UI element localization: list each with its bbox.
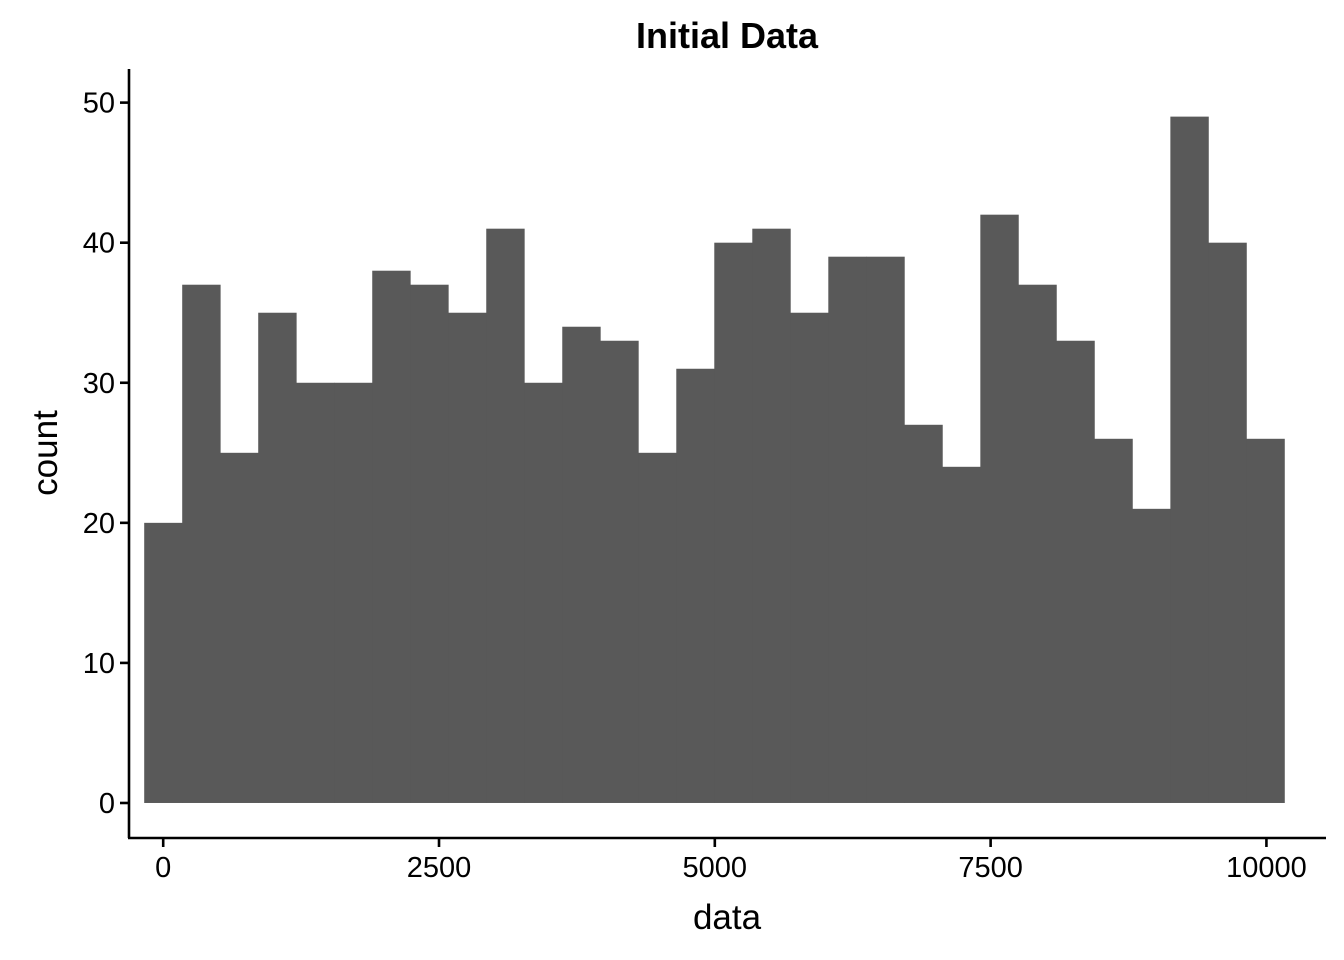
y-tick-label: 50 bbox=[83, 88, 115, 120]
bars-group bbox=[144, 116, 1285, 803]
histogram-bar-15 bbox=[676, 368, 715, 803]
chart-title: Initial Data bbox=[636, 15, 819, 56]
x-tick-label: 5000 bbox=[683, 852, 748, 884]
histogram-bar-11 bbox=[524, 382, 563, 803]
histogram-bar-23 bbox=[980, 214, 1019, 803]
y-tick-label: 20 bbox=[83, 508, 115, 540]
histogram-bar-28 bbox=[1170, 116, 1209, 803]
x-axis-title: data bbox=[693, 898, 762, 937]
histogram-bar-14 bbox=[638, 452, 677, 803]
histogram-bar-27 bbox=[1132, 508, 1171, 803]
histogram-bar-4 bbox=[258, 312, 297, 803]
histogram-bar-30 bbox=[1246, 438, 1285, 803]
y-axis-title: count bbox=[26, 410, 65, 496]
histogram-bar-24 bbox=[1018, 284, 1057, 803]
histogram-bar-25 bbox=[1056, 340, 1095, 803]
histogram-bar-3 bbox=[220, 452, 259, 803]
histogram-bar-9 bbox=[448, 312, 487, 803]
histogram-bar-21 bbox=[904, 424, 943, 803]
x-tick-label: 0 bbox=[155, 852, 171, 884]
histogram-bar-5 bbox=[296, 382, 335, 803]
histogram-bar-1 bbox=[144, 522, 183, 803]
y-tick-label: 30 bbox=[83, 368, 115, 400]
x-tick-label: 7500 bbox=[958, 852, 1023, 884]
histogram-bar-29 bbox=[1208, 242, 1247, 803]
histogram-bar-8 bbox=[410, 284, 449, 803]
histogram-bar-22 bbox=[942, 466, 981, 803]
histogram-bar-18 bbox=[790, 312, 829, 803]
histogram-bar-6 bbox=[334, 382, 373, 803]
histogram-bar-16 bbox=[714, 242, 753, 803]
histogram-bar-7 bbox=[372, 270, 411, 803]
histogram-bar-12 bbox=[562, 326, 601, 803]
histogram-bar-10 bbox=[486, 228, 525, 803]
y-tick-label: 40 bbox=[83, 228, 115, 260]
histogram-bar-20 bbox=[866, 256, 905, 803]
y-axis-ticks: 0 10 20 30 40 50 bbox=[83, 88, 129, 820]
histogram-bar-2 bbox=[182, 284, 221, 803]
histogram-bar-13 bbox=[600, 340, 639, 803]
histogram-bar-19 bbox=[828, 256, 867, 803]
x-tick-label: 2500 bbox=[407, 852, 472, 884]
histogram-bar-26 bbox=[1094, 438, 1133, 803]
x-tick-label: 10000 bbox=[1226, 852, 1307, 884]
histogram-bar-17 bbox=[752, 228, 791, 803]
x-axis-ticks: 0 2500 5000 7500 10000 bbox=[155, 838, 1307, 884]
y-tick-label: 10 bbox=[83, 648, 115, 680]
y-tick-label: 0 bbox=[99, 788, 115, 820]
